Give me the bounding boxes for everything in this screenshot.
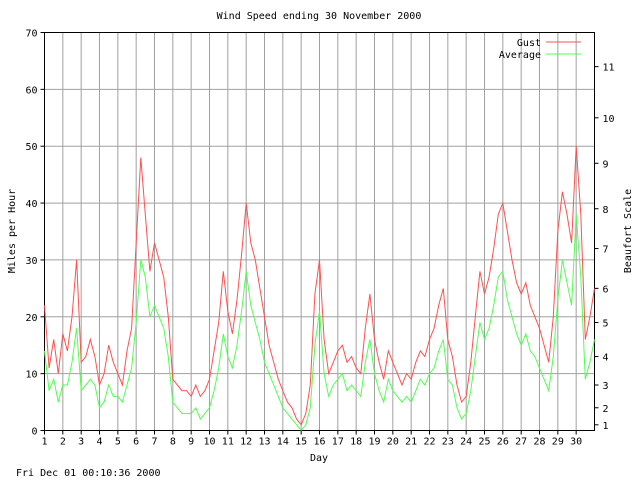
beaufort-tick-label: 8: [603, 205, 609, 216]
series-line-average: [44, 214, 595, 432]
series-layer: [44, 146, 595, 432]
chart-title: Wind Speed ending 30 November 2000: [217, 11, 422, 22]
x-tick-label: 16: [313, 437, 325, 448]
axis-ticks: 1 2 3 4 5 6 7 8 9 10 11 12 13 14 15 16 17 18 19 20 21 22 23 24 2…: [25, 29, 614, 448]
x-tick-label: 27: [515, 437, 527, 448]
x-tick-label: 3: [78, 437, 84, 448]
beaufort-tick-label: 2: [603, 404, 609, 415]
beaufort-tick-label: 5: [603, 318, 609, 329]
y-tick-label: 60: [25, 85, 37, 96]
x-tick-label: 5: [115, 437, 121, 448]
x-tick-label: 10: [203, 437, 215, 448]
x-tick-label: 6: [133, 437, 139, 448]
y-tick-label: 20: [25, 313, 37, 324]
x-tick-label: 17: [332, 437, 344, 448]
x-tick-label: 9: [188, 437, 194, 448]
x-tick-label: 12: [240, 437, 252, 448]
legend-gust-label: Gust: [517, 38, 541, 49]
x-tick-label: 25: [478, 437, 490, 448]
x-tick-label: 26: [497, 437, 509, 448]
x-tick-label: 2: [60, 437, 66, 448]
y2-axis-label: Beaufort Scale: [623, 189, 634, 273]
x-tick-label: 29: [552, 437, 564, 448]
y-tick-label: 0: [31, 427, 37, 438]
beaufort-tick-label: 11: [603, 63, 615, 74]
x-tick-label: 20: [387, 437, 399, 448]
x-tick-label: 24: [460, 437, 472, 448]
x-tick-label: 18: [350, 437, 362, 448]
x-tick-label: 15: [295, 437, 307, 448]
grid: [44, 32, 595, 431]
x-tick-label: 13: [258, 437, 270, 448]
beaufort-tick-label: 6: [603, 284, 609, 295]
x-tick-label: 19: [368, 437, 380, 448]
x-tick-label: 11: [222, 437, 234, 448]
y-tick-label: 10: [25, 370, 37, 381]
x-tick-label: 7: [151, 437, 157, 448]
x-tick-label: 1: [41, 437, 47, 448]
y-axis-label: Miles per Hour: [7, 189, 18, 273]
legend-average-label: Average: [499, 50, 541, 61]
footer-timestamp: Fri Dec 01 00:10:36 2000: [16, 468, 161, 479]
y-tick-label: 70: [25, 29, 37, 40]
x-tick-label: 30: [570, 437, 582, 448]
x-tick-label: 8: [170, 437, 176, 448]
x-tick-label: 28: [533, 437, 545, 448]
beaufort-tick-label: 7: [603, 245, 609, 256]
x-tick-label: 14: [277, 437, 289, 448]
y-tick-label: 40: [25, 199, 37, 210]
beaufort-tick-label: 3: [603, 381, 609, 392]
x-tick-label: 21: [405, 437, 417, 448]
series-line-gust: [44, 146, 595, 426]
beaufort-tick-label: 9: [603, 159, 609, 170]
beaufort-tick-label: 1: [603, 421, 609, 432]
beaufort-tick-label: 4: [603, 353, 609, 364]
y-tick-label: 30: [25, 256, 37, 267]
x-tick-label: 23: [442, 437, 454, 448]
y-tick-label: 50: [25, 142, 37, 153]
x-tick-label: 22: [423, 437, 435, 448]
legend: Gust Average: [499, 38, 581, 61]
x-tick-label: 4: [96, 437, 102, 448]
beaufort-tick-label: 10: [603, 114, 615, 125]
x-axis-label: Day: [310, 453, 328, 464]
